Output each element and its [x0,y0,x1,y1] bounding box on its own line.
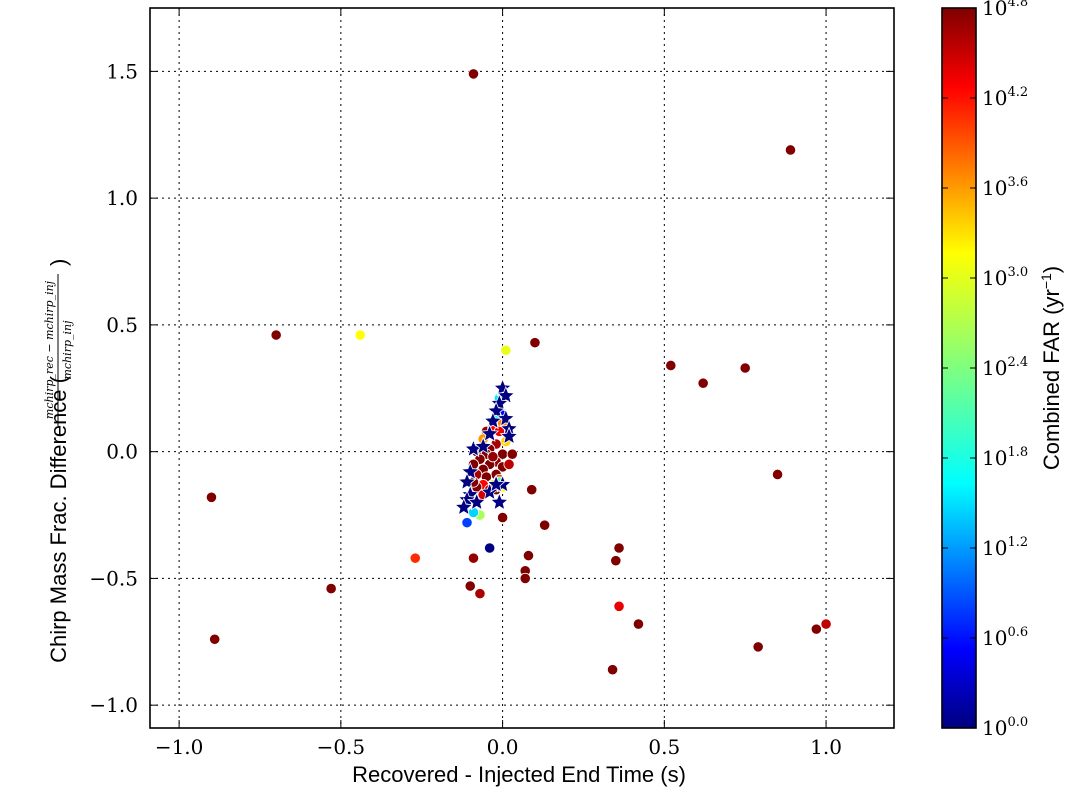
x-tick-label: −1.0 [155,735,204,759]
y-tick-label: 1.5 [106,59,138,83]
x-tick-label: 1.0 [810,735,842,759]
colorbar-tick-label: 102.4 [982,355,1028,380]
scatter-point [632,618,645,630]
x-tick-label: 0.0 [487,735,519,759]
scatter-point [467,552,480,564]
star-point [486,474,506,493]
scatter-point [519,572,531,585]
scatter-point [606,664,619,676]
colorbar-tick-label: 103.6 [982,175,1028,200]
colorbar-title-close: ) [1039,266,1064,273]
scatter-point [665,359,677,372]
colorbar-title: Combined FAR (yr−1) [1038,266,1064,470]
scatter-point [529,337,541,349]
scatter-point [487,451,499,463]
y-tick-label: 0.5 [106,313,138,337]
colorbar-tick-label: 100.6 [982,625,1028,650]
grid-lines [150,8,894,728]
colorbar-tick-label: 101.2 [982,535,1028,560]
star-point [473,436,493,455]
star-point [454,497,474,516]
scatter-point [613,542,625,554]
colorbar-tick-label: 104.8 [982,0,1028,20]
star-point [457,472,477,491]
scatter-point [354,329,366,341]
colorbar-ticks: 100.0 100.6 101.2 101.8 102.4 103.0 103.6 104.2… [942,0,1028,740]
y-tick-label: 0.0 [106,440,138,464]
svg-text:Combined FAR (yr−1): Combined FAR (yr−1) [1038,266,1064,470]
scatter-point [697,377,709,389]
y-axis-title-fraction: mchirp_rec − mchirp_inj mchirp_inj [43,274,74,426]
y-axis-title-numerator: mchirp_rec − mchirp_inj [43,280,56,419]
scatter-point [500,344,512,356]
colorbar-tick-label: 101.8 [982,445,1028,470]
scatter-point [325,582,337,595]
colorbar-tick-label: 104.2 [982,85,1028,110]
scatter-point [205,491,218,503]
scatter-point [539,519,551,531]
star-point [480,482,500,501]
scatter-point [461,517,473,529]
y-tick-label: −0.5 [89,566,138,590]
colorbar-title-text: Combined FAR (yr [1039,289,1064,470]
scatter-point [506,448,518,460]
star-point [489,492,509,511]
scatter-point [820,618,832,630]
scatter-point [496,511,509,524]
colorbar-title-sup: −1 [1038,273,1054,289]
colorbar: 100.0 100.6 101.2 101.8 102.4 103.0 103.6 104.2… [941,0,1064,740]
scatter-point [464,580,476,592]
star-point [483,411,503,430]
y-tick-label: 1.0 [106,186,138,210]
scatter-point [503,458,515,470]
star-point [480,423,500,443]
scatter-point [474,588,486,600]
colorbar-tick-label: 103.0 [982,265,1028,290]
scatter-point [610,555,622,567]
scatter-point [739,362,751,374]
scatter-point [270,329,282,341]
star-point [499,426,519,445]
data-points [205,68,832,676]
scatter-point [526,484,538,496]
x-tick-label: −0.5 [317,735,366,759]
plot-frame [149,7,895,729]
scatter-point [409,552,421,564]
scatter-point [784,144,797,156]
y-axis-title: Chirp Mass Frac. Difference ( mchirp_rec… [43,259,74,663]
scatter-point [484,542,496,554]
y-tick-label: −1.0 [89,693,138,717]
scatter-point [467,68,480,80]
colorbar-tick-label: 100.0 [982,715,1028,740]
x-axis-title: Recovered - Injected End Time (s) [352,762,686,787]
scatter-point [810,623,822,635]
scatter-point [771,468,784,481]
scatter-point [752,641,764,653]
scatter-point [522,550,535,562]
scatter-point [613,600,625,612]
y-axis-title-close: ) [46,259,71,266]
scatter-point [209,633,221,645]
x-tick-label: 0.5 [648,735,680,759]
star-point [467,492,487,511]
axis-ticks: −1.0 −0.5 0.0 0.5 1.0 −1.0 −0.5 0.0 0.5 1.0 1.5 [89,8,894,759]
y-axis-title-denominator: mchirp_inj [61,320,74,380]
scatter-point [467,506,480,519]
